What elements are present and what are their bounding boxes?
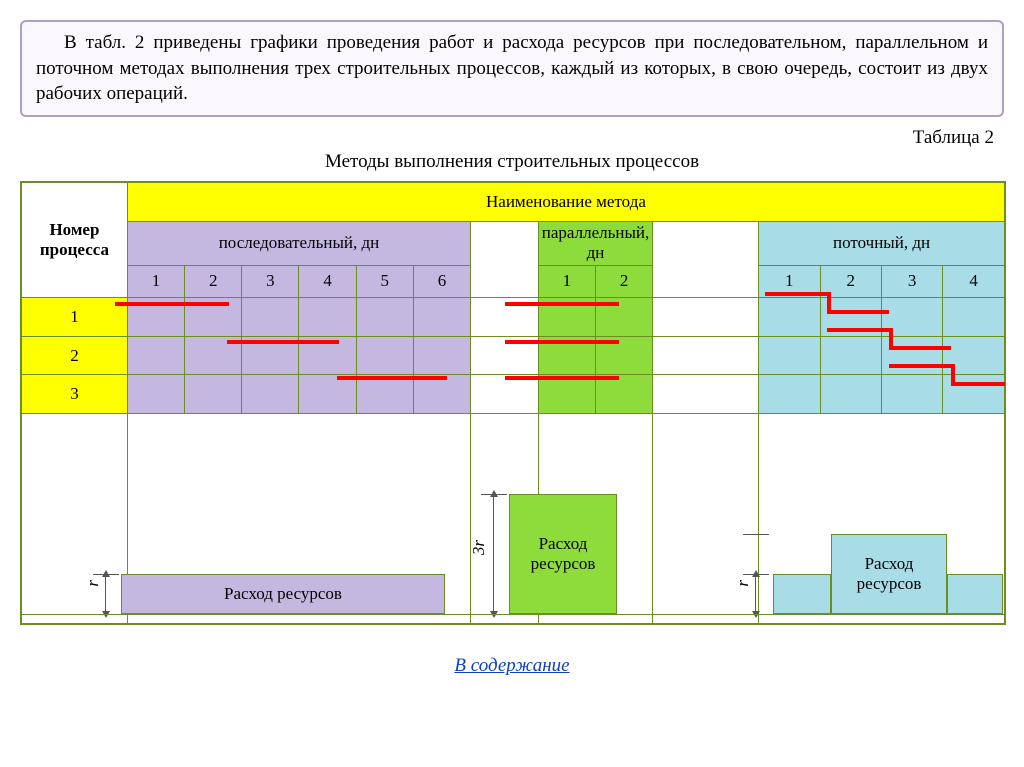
dim-tick: [743, 534, 769, 535]
gantt-bar-seq: [337, 376, 447, 380]
intro-text: В табл. 2 приведены графики проведения р…: [20, 20, 1004, 117]
dim-tick: [93, 574, 119, 575]
seq-day: 1: [127, 265, 184, 297]
gap1-head: [471, 221, 539, 297]
resource-flow-step: [947, 574, 1003, 614]
gantt-bar-par: [505, 376, 619, 380]
header-flow: поточный, дн: [759, 221, 1005, 265]
dim-tick: [743, 574, 769, 575]
flow-day: 3: [881, 265, 942, 297]
header-method: Наименование метода: [127, 182, 1004, 221]
gantt-step: [889, 328, 893, 350]
axis-3r-label: 3r: [469, 540, 489, 555]
axis-r-label: r: [733, 580, 753, 587]
seq-day: 5: [356, 265, 413, 297]
gantt-step: [951, 364, 955, 386]
gantt-bar-par: [505, 340, 619, 344]
process-label: 2: [22, 336, 128, 375]
par-day: 2: [596, 265, 653, 297]
gap2-head: [653, 221, 759, 297]
baseline: [21, 614, 1005, 616]
seq-day: 6: [413, 265, 470, 297]
gantt-bar-flow: [827, 310, 889, 314]
seq-day: 2: [185, 265, 242, 297]
header-sequential: последовательный, дн: [127, 221, 470, 265]
dim-tick: [481, 494, 507, 495]
methods-diagram: Номер процесса Наименование метода после…: [20, 181, 1006, 625]
table-title: Методы выполнения строительных процессов: [20, 151, 1004, 173]
header-parallel: параллельный, дн: [538, 221, 652, 265]
toc-link-container: В содержание: [20, 655, 1004, 677]
gantt-bar-flow: [765, 292, 827, 296]
process-label: 1: [22, 298, 128, 337]
gantt-bar-par: [505, 302, 619, 306]
dim-3r: [487, 494, 501, 614]
axis-r-label: r: [83, 580, 103, 587]
resource-seq: Расход ресурсов: [121, 574, 445, 614]
seq-day: 4: [299, 265, 356, 297]
process-label: 3: [22, 375, 128, 414]
gantt-bar-flow: [951, 382, 1005, 386]
resource-flow-step: [773, 574, 831, 614]
flow-day: 4: [943, 265, 1005, 297]
resource-flow-main: Расход ресурсов: [831, 534, 947, 614]
toc-link[interactable]: В содержание: [454, 655, 569, 676]
gantt-bar-seq: [227, 340, 339, 344]
gantt-bar-seq: [115, 302, 229, 306]
gantt-bar-flow: [889, 364, 951, 368]
gantt-bar-flow: [889, 346, 951, 350]
col-process-no: Номер процесса: [22, 182, 128, 297]
seq-day: 3: [242, 265, 299, 297]
gantt-step: [827, 292, 831, 314]
gantt-bar-flow: [827, 328, 889, 332]
resource-par: Расход ресурсов: [509, 494, 617, 614]
table-number: Таблица 2: [20, 127, 994, 149]
par-day: 1: [538, 265, 595, 297]
